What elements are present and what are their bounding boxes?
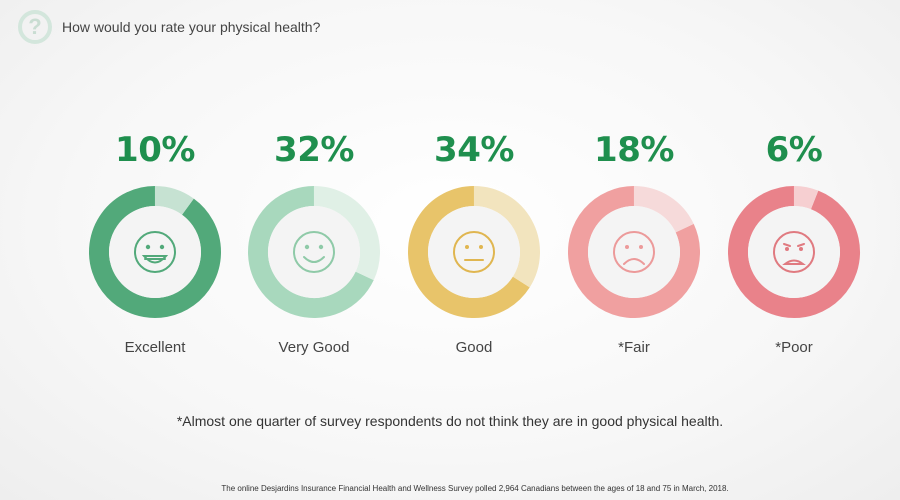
face-mouth bbox=[782, 259, 806, 265]
face-eye bbox=[799, 247, 803, 251]
category-label-good: Good bbox=[455, 339, 493, 356]
question-mark-icon: ? bbox=[18, 10, 52, 44]
face-outline bbox=[773, 231, 815, 273]
donut-base-poor bbox=[728, 186, 860, 318]
donut-slice-verygood bbox=[313, 186, 380, 281]
face-eye bbox=[318, 244, 324, 250]
face-eye bbox=[145, 244, 151, 250]
donut-center-good bbox=[428, 206, 520, 298]
face-outline bbox=[453, 231, 495, 273]
face-eye bbox=[639, 245, 643, 249]
donut-base-excellent bbox=[89, 186, 221, 318]
category-label-excellent: Excellent bbox=[124, 339, 186, 356]
footnote: *Almost one quarter of survey respondent… bbox=[176, 413, 724, 429]
donut-center-excellent bbox=[109, 206, 201, 298]
face-brow bbox=[783, 243, 791, 247]
question-text: How would you rate your physical health? bbox=[62, 19, 321, 35]
donut-center-verygood bbox=[268, 206, 360, 298]
face-mouth bbox=[303, 256, 325, 263]
face-eye bbox=[785, 247, 789, 251]
face-mouth bbox=[623, 258, 645, 265]
category-label-verygood: Very Good bbox=[278, 339, 350, 356]
donut-base-verygood bbox=[248, 186, 374, 318]
face-eye bbox=[465, 245, 469, 249]
source-note: The online Desjardins Insurance Financia… bbox=[221, 484, 729, 493]
category-label-fair: *Fair bbox=[618, 339, 650, 356]
face-eye bbox=[479, 245, 483, 249]
header: ? How would you rate your physical healt… bbox=[18, 10, 320, 44]
face-brow bbox=[797, 243, 805, 247]
face-eye bbox=[159, 244, 165, 250]
value-label-poor: 6% bbox=[765, 130, 823, 170]
category-label-poor: *Poor bbox=[775, 339, 813, 356]
donut-center-poor bbox=[748, 206, 840, 298]
face-outline bbox=[134, 231, 176, 273]
donut-center-fair bbox=[588, 206, 680, 298]
neutral-icon bbox=[453, 231, 495, 273]
face-eye bbox=[625, 245, 629, 249]
value-label-fair: 18% bbox=[594, 130, 674, 170]
donut-base-fair bbox=[568, 186, 700, 318]
value-label-excellent: 10% bbox=[115, 130, 195, 170]
donut-slice-excellent bbox=[154, 186, 194, 216]
donut-base-good bbox=[408, 186, 530, 318]
grin-icon bbox=[134, 231, 176, 273]
face-outline bbox=[613, 231, 655, 273]
value-label-good: 34% bbox=[434, 130, 514, 170]
value-label-verygood: 32% bbox=[274, 130, 354, 170]
frown-icon bbox=[613, 231, 655, 273]
donut-slice-fair bbox=[633, 186, 694, 233]
face-outline bbox=[293, 231, 335, 273]
grimace-icon bbox=[773, 231, 815, 273]
smile-icon bbox=[293, 231, 335, 273]
donut-slice-good bbox=[473, 186, 540, 288]
face-eye bbox=[304, 244, 310, 250]
donut-slice-poor bbox=[793, 186, 819, 210]
